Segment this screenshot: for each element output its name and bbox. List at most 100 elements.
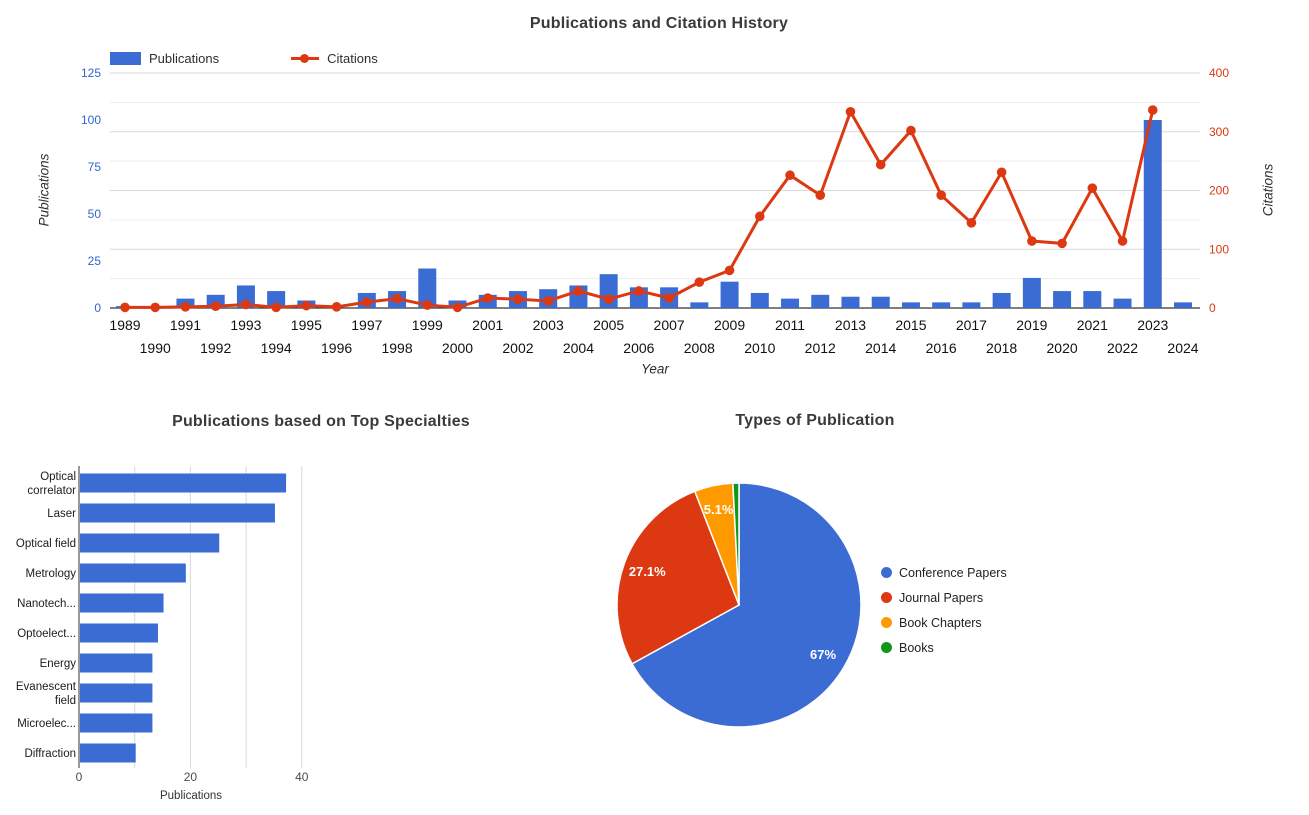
- citation-point-2018[interactable]: [996, 167, 1007, 178]
- citation-point-1997[interactable]: [362, 297, 372, 307]
- citation-point-2009[interactable]: [724, 265, 735, 276]
- citation-point-2012[interactable]: [815, 190, 826, 200]
- citation-point-1995[interactable]: [301, 300, 312, 311]
- citation-point-1989[interactable]: [120, 302, 130, 313]
- citation-point-2001[interactable]: [482, 293, 493, 303]
- bar-1994[interactable]: [267, 291, 286, 308]
- bar-diffraction[interactable]: [80, 743, 136, 763]
- bar-microelec[interactable]: [80, 713, 153, 733]
- bar-2022[interactable]: [1113, 298, 1132, 308]
- citations-line-swatch: [291, 54, 320, 63]
- x-axis-tick-40: 40: [295, 770, 309, 784]
- x-tick-1998: 1998: [381, 340, 412, 356]
- citations-swatch-dot: [300, 54, 310, 63]
- citation-point-2005[interactable]: [603, 294, 614, 304]
- citation-point-2008[interactable]: [694, 277, 705, 287]
- bar-1993[interactable]: [236, 285, 255, 308]
- legend-label: Book Chapters: [899, 615, 982, 630]
- pie-legend-item-book-chapters[interactable]: Book Chapters: [881, 610, 1007, 635]
- pie-slice-journal-papers[interactable]: [616, 490, 740, 665]
- bar-2023[interactable]: [1143, 120, 1162, 308]
- citation-point-2007[interactable]: [664, 293, 674, 303]
- bar-2021[interactable]: [1083, 291, 1102, 308]
- legend-label-publications: Publications: [149, 51, 220, 66]
- bar-2020[interactable]: [1053, 291, 1072, 308]
- citation-point-2020[interactable]: [1057, 238, 1067, 249]
- bar-2024[interactable]: [1174, 302, 1192, 308]
- citation-point-2017[interactable]: [966, 218, 977, 228]
- category-label-evanescent-field: Evanescent field: [16, 681, 77, 707]
- pie-legend: Conference Papers Journal Papers Book Chap…: [881, 560, 1007, 660]
- bar-evanescent-field[interactable]: [80, 683, 153, 703]
- citation-point-2011[interactable]: [785, 170, 795, 181]
- x-axis-title: Year: [641, 361, 669, 377]
- bar-optical-correlator[interactable]: [80, 473, 287, 493]
- pie-legend-item-conference-papers[interactable]: Conference Papers: [881, 560, 1007, 585]
- x-tick-2019: 2019: [1016, 317, 1047, 333]
- bar-nanotech[interactable]: [80, 593, 164, 613]
- pie-slice-books[interactable]: [732, 482, 740, 606]
- bar-2008[interactable]: [690, 302, 709, 308]
- bar-2009[interactable]: [720, 281, 739, 308]
- bar-2017[interactable]: [962, 302, 981, 308]
- citation-point-2014[interactable]: [875, 159, 886, 170]
- bar-2013[interactable]: [841, 296, 860, 308]
- citation-point-2000[interactable]: [452, 302, 463, 313]
- publication-types-pie: 67% 27.1% 5.1%: [616, 482, 862, 728]
- citation-point-2015[interactable]: [906, 125, 916, 136]
- bar-metrology[interactable]: [80, 563, 186, 583]
- bar-optoelect[interactable]: [80, 623, 158, 643]
- citation-point-1996[interactable]: [331, 302, 342, 312]
- bar-2011[interactable]: [781, 298, 800, 308]
- left-axis-tick-125: 125: [81, 66, 101, 80]
- bar-2019[interactable]: [1022, 277, 1041, 308]
- bar-2010[interactable]: [750, 292, 769, 308]
- citation-point-1991[interactable]: [180, 302, 191, 312]
- bar-2018[interactable]: [992, 292, 1011, 308]
- x-tick-2008: 2008: [684, 340, 715, 356]
- citation-point-2003[interactable]: [543, 296, 553, 306]
- pie-legend-item-books[interactable]: Books: [881, 635, 1007, 660]
- x-tick-1993: 1993: [230, 317, 261, 333]
- bar-laser[interactable]: [80, 503, 275, 523]
- x-axis-tick-20: 20: [184, 770, 198, 784]
- legend-item-publications[interactable]: Publications: [110, 51, 219, 66]
- citation-point-2021[interactable]: [1087, 183, 1098, 193]
- citation-point-1999[interactable]: [422, 300, 433, 310]
- bar-2015[interactable]: [901, 302, 920, 308]
- citation-point-2004[interactable]: [573, 286, 584, 296]
- pie-chart-title: Types of Publication: [735, 412, 895, 429]
- x-tick-1997: 1997: [351, 317, 382, 333]
- citation-point-2010[interactable]: [755, 211, 765, 222]
- bar-2014[interactable]: [871, 296, 890, 308]
- pie-slice-conference-papers[interactable]: [631, 482, 862, 728]
- left-axis-tick-75: 75: [88, 160, 102, 174]
- bar-energy[interactable]: [80, 653, 153, 673]
- category-label-metrology: Metrology: [26, 568, 77, 580]
- bar-optical-field[interactable]: [80, 533, 220, 553]
- citation-point-1990[interactable]: [150, 302, 161, 313]
- citation-point-2016[interactable]: [936, 190, 946, 200]
- citation-point-2022[interactable]: [1117, 236, 1128, 246]
- left-axis-tick-0: 0: [94, 301, 101, 315]
- bar-2016[interactable]: [932, 302, 951, 308]
- combo-chart-legend: Publications Citations: [110, 51, 378, 66]
- citation-point-2019[interactable]: [1027, 236, 1037, 246]
- citation-point-1992[interactable]: [210, 301, 221, 312]
- citation-point-2002[interactable]: [513, 294, 523, 304]
- citation-point-2006[interactable]: [634, 286, 644, 296]
- legend-item-citations[interactable]: Citations: [291, 51, 378, 66]
- pie-legend-item-journal-papers[interactable]: Journal Papers: [881, 585, 1007, 610]
- category-label-energy: Energy: [40, 658, 77, 670]
- citation-point-1993[interactable]: [241, 299, 251, 310]
- pie-slice-label-journal-papers: 27.1%: [629, 564, 666, 579]
- x-tick-2017: 2017: [956, 317, 987, 333]
- citation-point-2013[interactable]: [845, 106, 856, 117]
- bar-chart-title: Publications based on Top Specialties: [172, 413, 470, 430]
- bar-1999[interactable]: [418, 268, 437, 308]
- bar-2012[interactable]: [811, 294, 830, 308]
- citation-point-1994[interactable]: [271, 302, 281, 313]
- citation-point-2023[interactable]: [1147, 105, 1158, 115]
- x-tick-2015: 2015: [895, 317, 926, 333]
- citation-point-1998[interactable]: [392, 293, 402, 304]
